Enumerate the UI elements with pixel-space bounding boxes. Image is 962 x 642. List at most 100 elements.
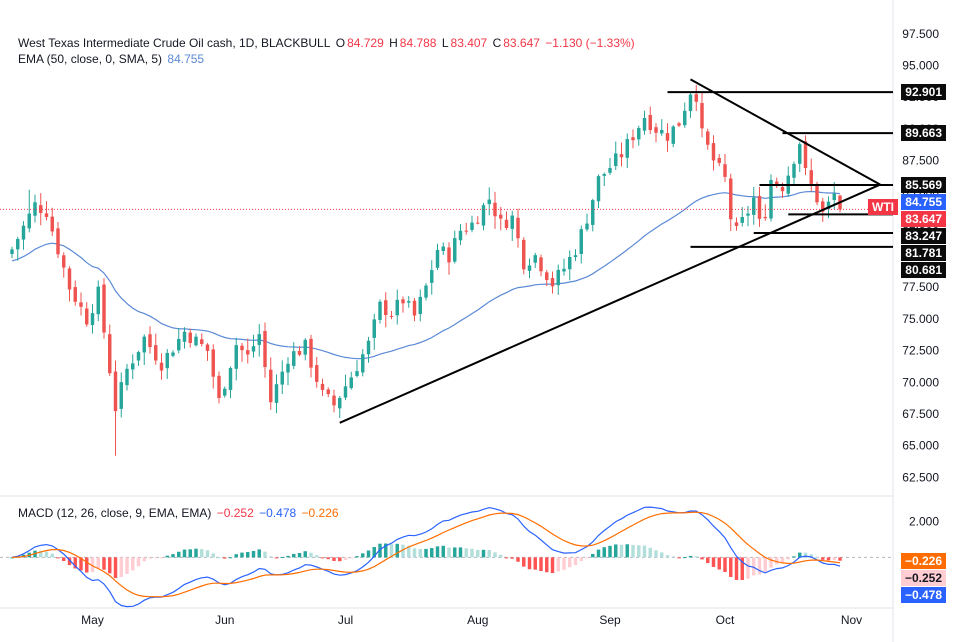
candle-body xyxy=(263,331,267,368)
macd-histogram-bar xyxy=(602,547,606,558)
macd-histogram-bar xyxy=(154,557,158,559)
candle-body xyxy=(407,301,411,303)
candle-body xyxy=(21,225,26,240)
candle-body xyxy=(717,157,721,163)
x-month-label: May xyxy=(81,613,104,627)
macd-signal-value: −0.226 xyxy=(301,506,339,520)
macd-histogram-bar xyxy=(378,543,382,558)
candle-body xyxy=(211,349,215,377)
candle-body xyxy=(723,164,727,177)
candle-body xyxy=(338,397,342,409)
macd-histogram-bar xyxy=(441,545,445,558)
candle-body xyxy=(596,176,601,202)
candle-body xyxy=(458,230,463,241)
y-tick-label: 65.000 xyxy=(902,439,939,453)
candle-body xyxy=(780,186,785,192)
macd-histogram-bar xyxy=(96,557,100,569)
macd-histogram-bar xyxy=(56,557,60,559)
macd-histogram-bar xyxy=(263,551,267,558)
macd-histogram-bar xyxy=(286,555,290,558)
macd-tick-label: 2.000 xyxy=(909,515,939,529)
macd-histogram-bar xyxy=(481,549,486,558)
candle-body xyxy=(688,94,693,111)
macd-histogram-bar xyxy=(637,545,641,558)
candle-body xyxy=(539,257,543,272)
macd-histogram-bar xyxy=(131,557,135,571)
price-tag: 83.247 xyxy=(901,227,946,244)
ema-value: 84.755 xyxy=(167,52,205,66)
macd-histogram-bar xyxy=(798,552,802,558)
candle-body xyxy=(803,141,808,169)
symbol-title: West Texas Intermediate Crude Oil cash, … xyxy=(18,36,331,50)
macd-histogram-bar xyxy=(10,557,14,559)
macd-histogram-bar xyxy=(671,556,675,558)
macd-histogram-bar xyxy=(677,557,681,559)
macd-histogram-bar xyxy=(769,557,773,568)
macd-histogram-bar xyxy=(165,555,169,558)
macd-line-value: −0.478 xyxy=(259,506,297,520)
macd-histogram-bar xyxy=(389,544,394,558)
close-value: 83.647 xyxy=(503,36,540,50)
macd-layer xyxy=(0,506,893,608)
macd-histogram-bar xyxy=(470,548,474,558)
ema-label: EMA (50, close, 0, SMA, 5) xyxy=(18,52,163,66)
candle-body xyxy=(39,205,43,213)
macd-histogram-bar xyxy=(803,552,808,558)
macd-histogram-bar xyxy=(142,557,146,562)
low-label: L xyxy=(441,36,449,50)
macd-histogram-bar xyxy=(683,557,687,559)
macd-histogram-bar xyxy=(740,557,744,581)
candle-body xyxy=(67,268,72,290)
macd-histogram-bar xyxy=(809,554,813,558)
candle-body xyxy=(10,249,14,255)
macd-histogram-bar xyxy=(522,557,526,567)
candle-body xyxy=(533,255,537,263)
macd-histogram-bar xyxy=(752,557,756,576)
macd-histogram-bar xyxy=(108,557,112,574)
macd-histogram-bar xyxy=(315,555,319,558)
macd-histogram-bar xyxy=(177,551,181,558)
macd-histogram-bar xyxy=(361,553,365,558)
macd-histogram-bar xyxy=(568,557,572,568)
candle-body xyxy=(366,340,371,355)
candle-body xyxy=(108,334,112,374)
candle-body xyxy=(441,246,445,251)
macd-histogram-bar xyxy=(608,545,612,558)
macd-histogram-bar xyxy=(821,557,825,560)
candle-body xyxy=(378,301,382,320)
candle-body xyxy=(809,170,813,184)
x-month-label: Sep xyxy=(599,613,621,627)
candle-body xyxy=(33,202,37,216)
candle-body xyxy=(361,354,365,373)
candle-body xyxy=(798,144,802,164)
candle-body xyxy=(401,299,405,304)
macd-histogram-bar xyxy=(44,551,49,558)
macd-histogram-bar xyxy=(418,548,422,558)
candle-body xyxy=(257,334,261,345)
macd-histogram-bar xyxy=(499,554,503,558)
ema-line xyxy=(11,190,841,360)
macd-histogram-bar xyxy=(401,544,405,558)
high-label: H xyxy=(389,36,398,50)
macd-histogram-bar xyxy=(746,557,750,579)
candle-body xyxy=(430,270,434,283)
candle-body xyxy=(665,133,670,141)
candle-body xyxy=(159,362,164,371)
macd-histogram-bar xyxy=(476,549,480,558)
candle-body xyxy=(113,371,118,412)
macd-histogram-bar xyxy=(665,555,670,558)
candle-body xyxy=(694,94,698,102)
y-tick-label: 70.000 xyxy=(902,375,939,389)
candle-body xyxy=(642,117,647,131)
macd-histogram-bar xyxy=(39,550,43,558)
y-tick-label: 77.500 xyxy=(902,280,939,294)
macd-histogram-bar xyxy=(424,548,428,558)
candle-body xyxy=(625,139,629,158)
candle-body xyxy=(470,222,474,230)
macd-histogram-bar xyxy=(453,547,457,558)
price-tag: 84.755 xyxy=(901,193,946,210)
ema-layer xyxy=(11,190,841,360)
candle-body xyxy=(384,300,388,315)
macd-tag: −0.478 xyxy=(900,587,946,604)
